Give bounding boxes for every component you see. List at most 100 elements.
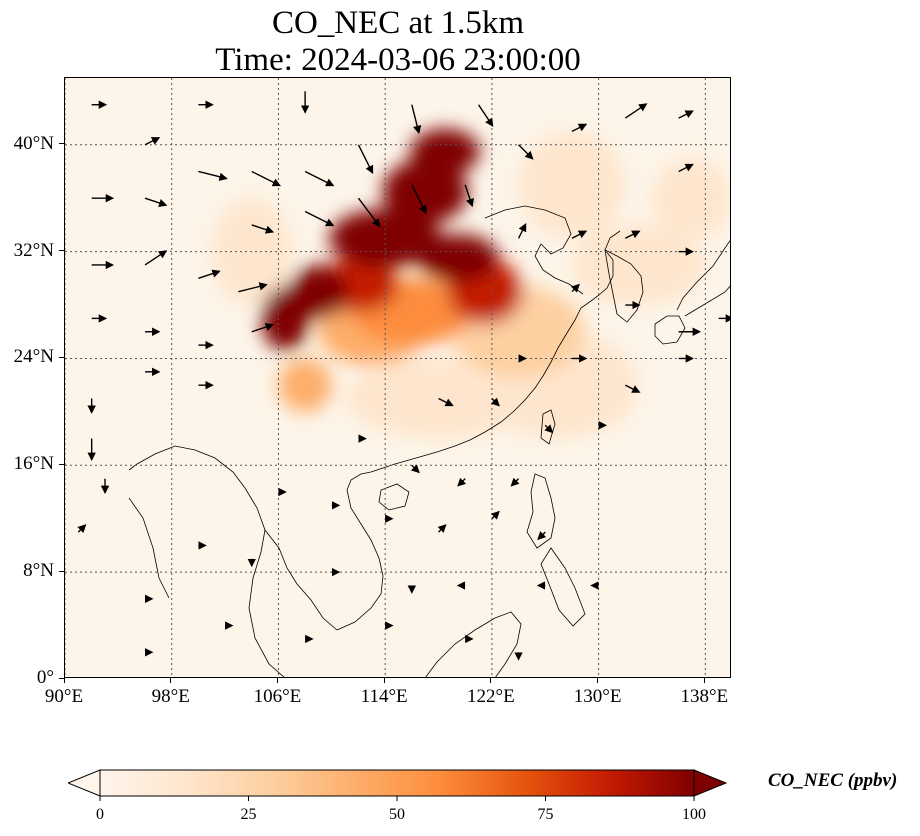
y-tick-mark [59,356,64,358]
coastline-bohai [484,205,584,295]
y-tick-label: 32°N [13,239,54,261]
colorbar-extend-high [693,769,728,797]
wind-arrow [517,223,527,239]
wind-arrow [518,144,534,160]
coastline-myanmar-west [128,497,170,599]
wind-arrow [464,184,474,208]
wind-arrow [77,524,87,534]
coastline-borneo [425,611,522,677]
wind-arrow [357,144,374,175]
co-plume-15 [382,159,468,224]
wind-arrow [678,110,694,119]
wind-arrow [357,197,381,228]
map-panel [64,77,731,678]
coastline-vietnam [336,489,384,631]
co-plume-13 [261,286,310,351]
wind-arrow [624,230,641,239]
x-tick-mark [597,678,599,683]
y-tick-label: 40°N [13,132,54,154]
colorbar-body [99,769,695,797]
wind-arrow [477,104,494,127]
colorbar-tick-label: 75 [537,806,554,823]
x-tick-label: 98°E [151,686,190,707]
colorbar-tick-label: 0 [96,806,104,823]
co-concentration-field [211,128,730,439]
wind-arrow [304,210,335,227]
wind-arrow [438,397,454,407]
y-tick-mark [59,143,64,145]
wind-arrow [537,531,547,541]
x-tick-label: 114°E [360,686,408,707]
wind-arrow [457,477,467,487]
wind-arrow [251,170,282,187]
wind-arrow [571,123,588,133]
map-time-subtitle: Time: 2024-03-06 23:00:00 [215,42,581,78]
x-tick-mark [63,678,65,683]
coastline-luzon [526,473,556,549]
x-tick-mark [490,678,492,683]
wind-arrow [304,170,335,187]
wind-arrow [624,384,641,393]
map-title: CO_NEC at 1.5km [271,5,525,41]
coastlines [128,205,730,677]
wind-arrow [624,103,648,119]
map-plot [65,78,730,677]
colorbar [68,769,728,801]
co-plume-17 [418,234,499,283]
coastline-japan-honshu [676,240,730,317]
co-plume-5 [518,131,626,239]
wind-arrow [410,464,420,474]
x-tick-mark [170,678,172,683]
colorbar-tick-label: 50 [389,806,405,823]
wind-arrow [411,184,427,215]
coastline-china-east [346,230,621,491]
wind-arrow [437,524,447,534]
wind-arrow [198,269,221,279]
x-tick-label: 106°E [253,686,302,707]
wind-arrow [251,224,275,234]
wind-arrow [490,397,500,407]
x-tick-mark [383,678,385,683]
colorbar-extend-low [68,769,101,797]
y-tick-label: 24°N [13,346,54,368]
x-tick-label: 90°E [44,686,84,707]
coastline-japan-kyushu [654,315,686,345]
y-tick-label: 0° [36,667,54,688]
wind-arrow [198,170,228,181]
colorbar-ticks [99,796,695,801]
wind-arrow [251,322,275,333]
y-tick-label: 8°N [23,560,54,582]
co-plume-7 [278,358,332,412]
wind-arrow [238,282,268,293]
x-tick-label: 122°E [467,686,515,707]
wind-arrow [571,230,588,239]
coastline-taiwan [540,409,556,445]
wind-arrow [144,197,168,207]
y-tick-mark [59,463,64,465]
co-plume-3 [651,158,730,239]
wind-arrow [411,104,422,135]
y-tick-mark [59,250,64,252]
y-tick-label: 16°N [13,453,54,475]
y-tick-mark [59,677,64,679]
wind-arrow [490,510,500,520]
coastline-indochina-west [128,445,338,631]
coastline-philippines-south [540,547,586,627]
co-plume-1 [571,224,706,306]
x-tick-mark [703,678,705,683]
wind-arrow [144,137,161,146]
co-plume-4 [345,358,532,439]
colorbar-tick-label: 100 [682,806,706,823]
wind-arrow [678,163,694,173]
wind-vectors [77,91,730,661]
wind-arrow [544,424,554,434]
coastline-korea [604,249,644,323]
y-tick-mark [59,570,64,572]
wind-arrow [571,283,580,293]
colorbar-label: CO_NEC (ppbv) [768,770,898,791]
wind-arrow [510,477,520,487]
x-tick-label: 138°E [680,686,729,707]
x-tick-mark [276,678,278,683]
wind-arrow [144,250,168,266]
colorbar-tick-label: 25 [240,806,257,823]
